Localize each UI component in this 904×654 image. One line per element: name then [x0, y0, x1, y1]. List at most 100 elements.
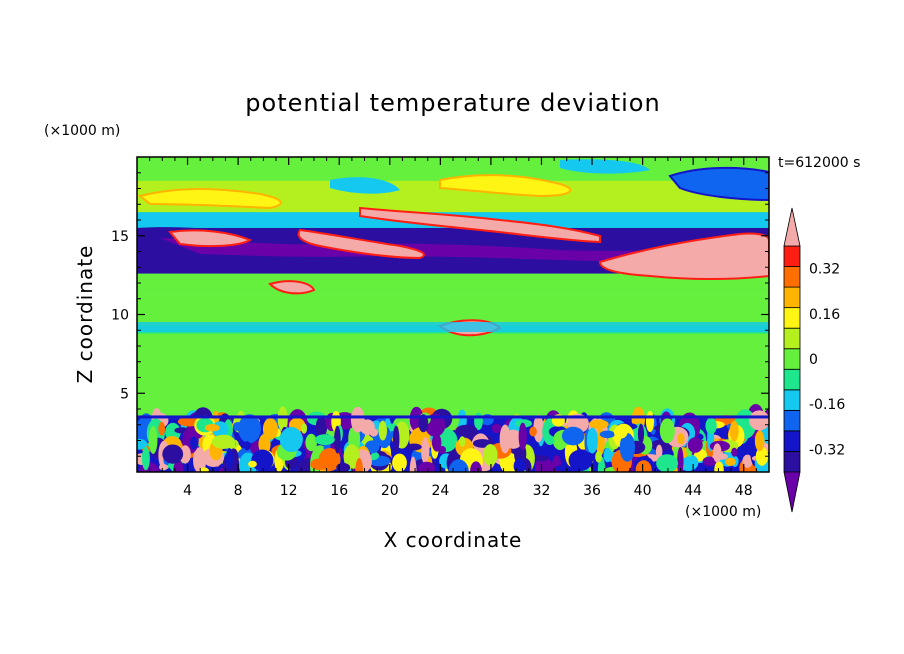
x-tick-label: 28 [482, 483, 500, 499]
turbulent-cell [595, 450, 602, 463]
turbulent-cell [687, 437, 703, 453]
turbulent-cell [232, 421, 243, 431]
turbulent-cell [754, 430, 765, 452]
turbulent-cell [343, 444, 360, 470]
top-cold-patch-right [668, 166, 769, 202]
colorbar-segment [783, 266, 801, 288]
turbulent-cell [392, 453, 407, 472]
turbulent-cell [729, 420, 739, 442]
turbulent-cell [599, 430, 615, 439]
turbulent-cell [431, 433, 442, 452]
x-tick-label: 12 [280, 483, 298, 499]
colorbar-label: 0.16 [809, 307, 840, 323]
turbulent-cell [162, 444, 184, 464]
top-cyan-patch-left [330, 177, 400, 194]
warm-patch-mid [297, 228, 425, 260]
turbulent-cell [458, 436, 466, 447]
y-tick-label: 5 [120, 386, 129, 402]
turbulent-cell [315, 416, 328, 438]
x-tick-label: 16 [330, 483, 348, 499]
x-tick-label: 20 [381, 483, 399, 499]
warm-streak-upper [359, 206, 601, 244]
warm-patch-left [168, 229, 253, 248]
turbulent-cell [702, 456, 717, 467]
warm-patch-right [598, 232, 769, 280]
turbulent-cell [199, 467, 209, 472]
turbulent-cell [755, 446, 769, 466]
top-cyan-patch-right [560, 159, 650, 174]
x-tick-label: 8 [234, 483, 243, 499]
turbulent-cell [148, 425, 158, 454]
colorbar-segment [783, 368, 801, 391]
turbulent-cell [248, 460, 257, 468]
heatmap-details [137, 159, 769, 472]
x-tick-label: 24 [431, 483, 449, 499]
turbulent-cell [418, 414, 429, 433]
turbulent-cell [470, 461, 482, 472]
turbulent-cell [645, 410, 655, 433]
turbulent-cell [588, 419, 609, 429]
turbulent-cell [336, 462, 351, 472]
turbulent-cell [483, 443, 498, 466]
colorbar-segment [783, 451, 801, 473]
turbulent-top-edge [137, 415, 769, 419]
turbulent-cell [749, 410, 769, 431]
turbulent-cell [158, 463, 168, 471]
turbulent-cell [613, 425, 628, 439]
turbulent-cell [418, 461, 436, 472]
turbulent-cell [568, 449, 593, 472]
turbulent-cell [714, 461, 724, 472]
turbulent-cell [586, 427, 598, 454]
turbulent-cell [310, 458, 329, 470]
x-tick-label: 48 [735, 483, 753, 499]
turbulent-cell [712, 443, 722, 463]
turbulent-cell [355, 458, 363, 472]
turbulent-cell [334, 425, 341, 454]
turbulent-cell [561, 426, 585, 446]
y-axis-label: Z coordinate [73, 245, 97, 384]
turbulent-cell [677, 433, 685, 445]
turbulent-cell [619, 432, 636, 462]
colorbar-segment [783, 430, 801, 452]
turbulent-cell [301, 423, 308, 434]
colorbar-segment [783, 286, 801, 309]
turbulent-boundary-layer [137, 404, 769, 472]
turbulent-cell [677, 446, 684, 472]
turbulent-cell [238, 414, 262, 444]
turbulent-cell [305, 433, 317, 452]
turbulent-cell [369, 428, 379, 437]
top-yellow-streak-right [439, 174, 572, 198]
y-unit-label: (×1000 m) [44, 123, 120, 139]
heatmap-band-3 [137, 290, 769, 326]
turbulent-cell [635, 460, 652, 472]
colorbar-segment [783, 348, 801, 370]
upper-cold-core [160, 238, 740, 262]
turbulent-cell [277, 406, 288, 432]
x-axis: 4 8 12 16 20 24 28 32 36 40 44 48 [149, 157, 757, 499]
colorbar-label: -0.16 [809, 397, 845, 413]
turbulent-cell [655, 444, 663, 459]
turbulent-cell [555, 464, 575, 472]
colorbar-segment [783, 409, 801, 432]
turbulent-cell [421, 437, 430, 464]
turbulent-cell [179, 445, 191, 464]
turbulent-cell [251, 449, 274, 472]
x-tick-label: 32 [533, 483, 551, 499]
turbulent-cell [192, 447, 207, 472]
turbulent-cell [392, 425, 400, 453]
x-tick-label: 40 [634, 483, 652, 499]
turbulent-cell [190, 436, 198, 450]
turbulent-cell [448, 459, 469, 472]
turbulent-cell [503, 429, 523, 449]
turbulent-cell [742, 454, 753, 468]
colorbar-segment [783, 307, 801, 329]
warm-patch-small-1 [268, 280, 316, 295]
turbulent-cell [243, 441, 251, 451]
turbulent-cell [731, 447, 738, 457]
turbulent-cell [279, 427, 303, 453]
colorbar-segment [783, 389, 801, 411]
colorbar-label: -0.32 [809, 442, 845, 458]
chart-title: potential temperature deviation [245, 89, 660, 117]
turbulent-cell [211, 434, 236, 449]
